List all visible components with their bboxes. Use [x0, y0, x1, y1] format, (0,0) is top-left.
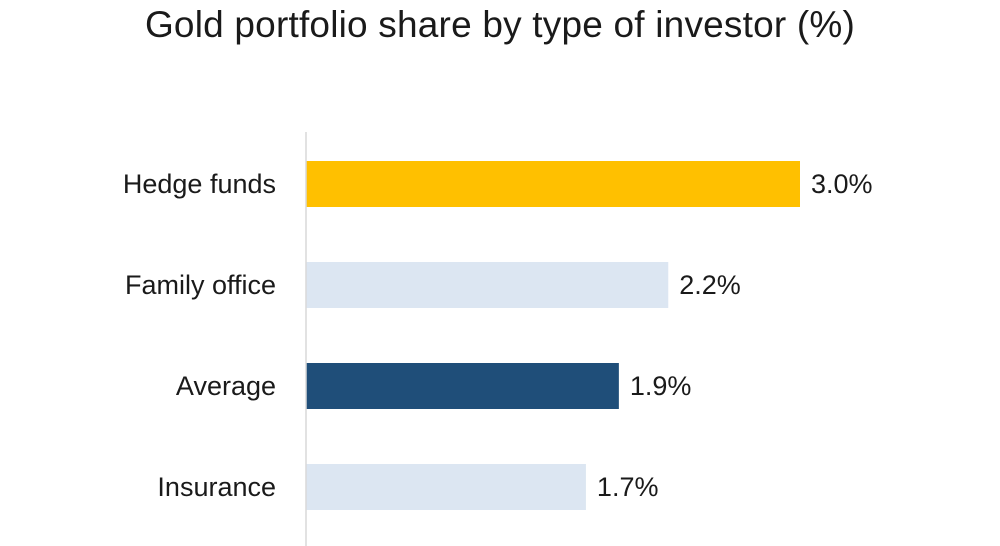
chart-title: Gold portfolio share by type of investor…	[144, 4, 856, 45]
category-label-hedge-funds: Hedge funds	[123, 169, 276, 199]
value-label-hedge-funds: 3.0%	[811, 169, 873, 199]
category-label-average: Average	[176, 371, 276, 401]
bar-family-office	[306, 262, 669, 308]
value-label-insurance: 1.7%	[597, 472, 659, 502]
bar-average	[306, 363, 619, 409]
category-label-family-office: Family office	[125, 270, 276, 300]
labels-layer: Hedge funds 3.0% Family office 2.2% Average 1…	[123, 169, 873, 502]
value-label-family-office: 2.2%	[679, 270, 741, 300]
value-label-average: 1.9%	[630, 371, 692, 401]
bar-hedge-funds	[306, 161, 800, 207]
bars-layer	[306, 161, 800, 510]
category-label-insurance: Insurance	[157, 472, 276, 502]
bar-insurance	[306, 464, 586, 510]
